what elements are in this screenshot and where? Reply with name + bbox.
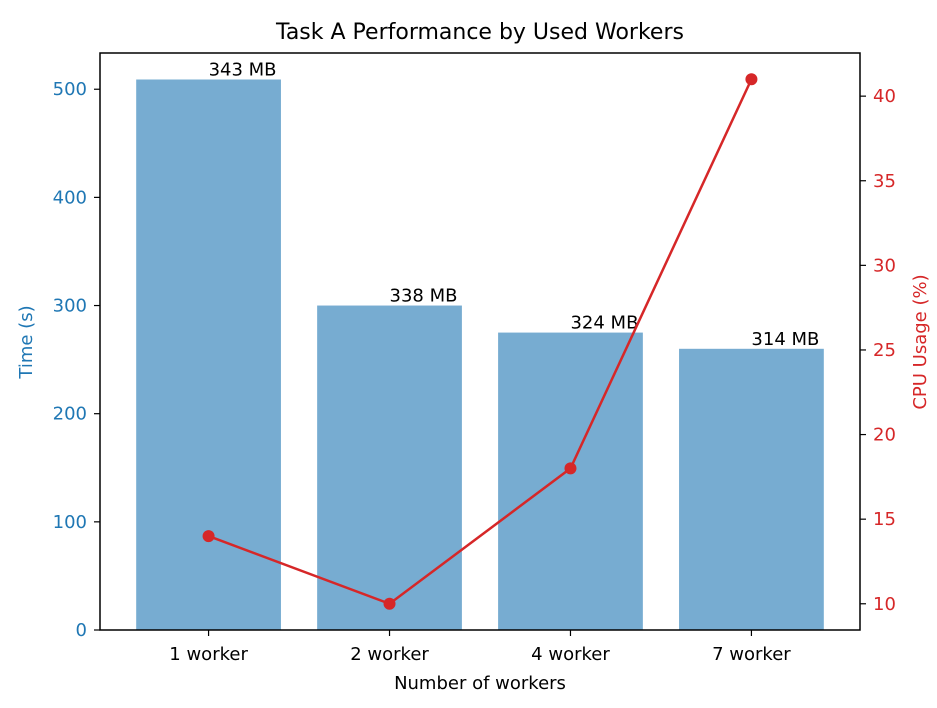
y-axis-left: 0 100 200 300 400 500 — [53, 79, 100, 641]
bar-series — [136, 79, 824, 630]
x-tick-label: 7 worker — [712, 644, 791, 665]
x-axis: 1 worker 2 worker 4 worker 7 worker — [169, 630, 791, 665]
y-left-tick-label: 300 — [53, 296, 87, 317]
y-right-tick-label: 40 — [873, 86, 896, 107]
y-left-tick-label: 200 — [53, 404, 87, 425]
plot-frame — [99, 52, 861, 631]
y-axis-left-label: Time (s) — [16, 305, 37, 379]
bar-data-label: 314 MB — [751, 329, 819, 350]
cpu-line — [208, 78, 753, 606]
x-tick-label: 2 worker — [350, 644, 429, 665]
bar — [317, 305, 462, 630]
cpu-line-point — [202, 530, 215, 543]
bar-data-label: 324 MB — [570, 313, 638, 334]
x-axis-label: Number of workers — [394, 673, 566, 694]
y-axis-right: 10 15 20 25 30 35 40 — [860, 86, 896, 615]
y-axis-right-label: CPU Usage (%) — [910, 274, 931, 409]
bar-labels: 343 MB 338 MB 324 MB 314 MB — [209, 59, 820, 349]
bar-data-label: 338 MB — [390, 286, 458, 307]
x-tick-label: 4 worker — [531, 644, 610, 665]
y-right-tick-label: 20 — [873, 425, 896, 446]
y-right-tick-label: 35 — [873, 171, 896, 192]
y-right-tick-label: 15 — [873, 509, 896, 530]
y-right-tick-label: 30 — [873, 255, 896, 276]
y-right-tick-label: 25 — [873, 340, 896, 361]
y-left-tick-label: 100 — [53, 512, 87, 533]
bar — [136, 79, 281, 630]
y-left-tick-label: 0 — [76, 620, 87, 641]
y-left-tick-label: 400 — [53, 187, 87, 208]
x-tick-label: 1 worker — [169, 644, 248, 665]
bar — [498, 332, 643, 630]
cpu-line-point — [383, 597, 396, 610]
cpu-line-point — [745, 73, 758, 86]
cpu-line-series — [202, 73, 758, 610]
bar — [679, 348, 824, 630]
y-right-tick-label: 10 — [873, 594, 896, 615]
chart-title: Task A Performance by Used Workers — [275, 20, 684, 45]
y-left-tick-label: 500 — [53, 79, 87, 100]
bar-data-label: 343 MB — [209, 59, 277, 80]
cpu-line-point — [564, 462, 577, 475]
